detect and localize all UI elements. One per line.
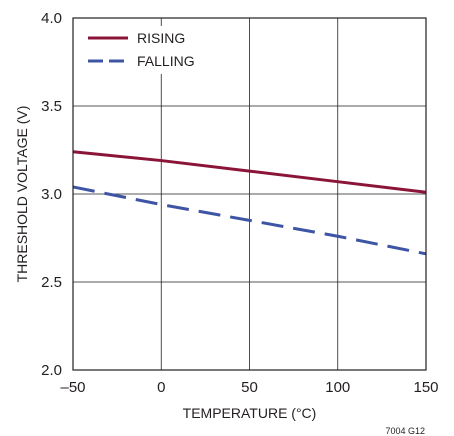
y-axis-title: THRESHOLD VOLTAGE (V) bbox=[14, 106, 30, 283]
series-layer bbox=[72, 150, 427, 256]
series-line-rising bbox=[72, 150, 427, 194]
x-tick-label: 50 bbox=[241, 379, 258, 396]
y-tick-label: 2.5 bbox=[41, 274, 62, 291]
y-tick-label: 4.0 bbox=[41, 10, 62, 27]
y-tick-label: 3.0 bbox=[41, 186, 62, 203]
y-tick-label: 3.5 bbox=[41, 98, 62, 115]
figure-id: 7004 G12 bbox=[385, 426, 425, 436]
series-line-falling bbox=[72, 185, 427, 256]
x-tick-label: 100 bbox=[325, 379, 350, 396]
y-tick-label: 2.0 bbox=[41, 362, 62, 379]
plot-frame bbox=[72, 17, 427, 371]
tick-labels: –50 0 50 100 150 2.0 2.5 3.0 3.5 4.0 bbox=[41, 10, 438, 396]
legend: RISING FALLING bbox=[75, 26, 215, 74]
legend-label-rising: RISING bbox=[137, 30, 185, 46]
x-axis-title: TEMPERATURE (°C) bbox=[183, 405, 317, 421]
legend-label-falling: FALLING bbox=[137, 53, 195, 69]
x-tick-label: –50 bbox=[60, 379, 85, 396]
x-tick-label: 0 bbox=[157, 379, 165, 396]
legend-background bbox=[75, 26, 215, 74]
x-tick-label: 150 bbox=[413, 379, 438, 396]
grid-lines bbox=[73, 18, 426, 370]
